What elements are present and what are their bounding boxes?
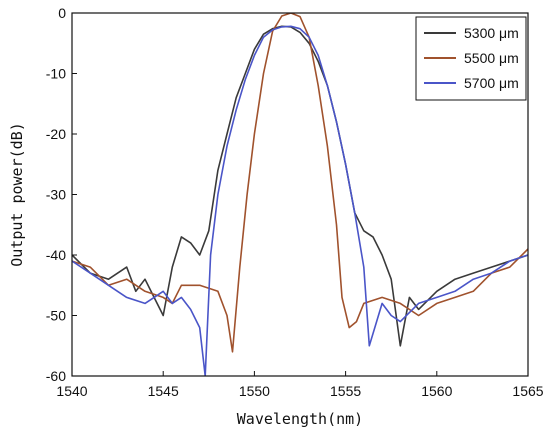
y-tick-label: -10 (46, 66, 66, 82)
x-tick-label: 1545 (148, 383, 179, 399)
legend-box (415, 16, 527, 101)
legend-entry-label: 5500 μm (464, 50, 519, 66)
x-tick-label: 1565 (512, 383, 543, 399)
y-tick-label: 0 (58, 5, 66, 21)
x-ticks: 1540 1545 1550 1555 1560 1565 (56, 371, 544, 399)
y-tick-label: -60 (46, 368, 66, 384)
y-tick-label: -50 (46, 308, 66, 324)
x-tick-label: 1540 (56, 383, 87, 399)
legend-entry-label: 5700 μm (464, 75, 519, 91)
y-tick-label: -40 (46, 247, 66, 263)
x-tick-label: 1555 (330, 383, 361, 399)
y-tick-label: -30 (46, 187, 66, 203)
y-axis-title: Output power(dB) (8, 122, 26, 267)
legend: 5300 μm 5500 μm 5700 μm (415, 16, 527, 101)
y-tick-label: -20 (46, 126, 66, 142)
x-axis-title: Wavelength(nm) (237, 410, 363, 428)
y-ticks: 0 -10 -20 -30 -40 -50 -60 (46, 5, 77, 384)
series-line-3 (72, 25, 528, 376)
series-layer (72, 13, 528, 376)
legend-entry-label: 5300 μm (464, 25, 519, 41)
x-tick-label: 1550 (239, 383, 270, 399)
x-tick-label: 1560 (421, 383, 452, 399)
